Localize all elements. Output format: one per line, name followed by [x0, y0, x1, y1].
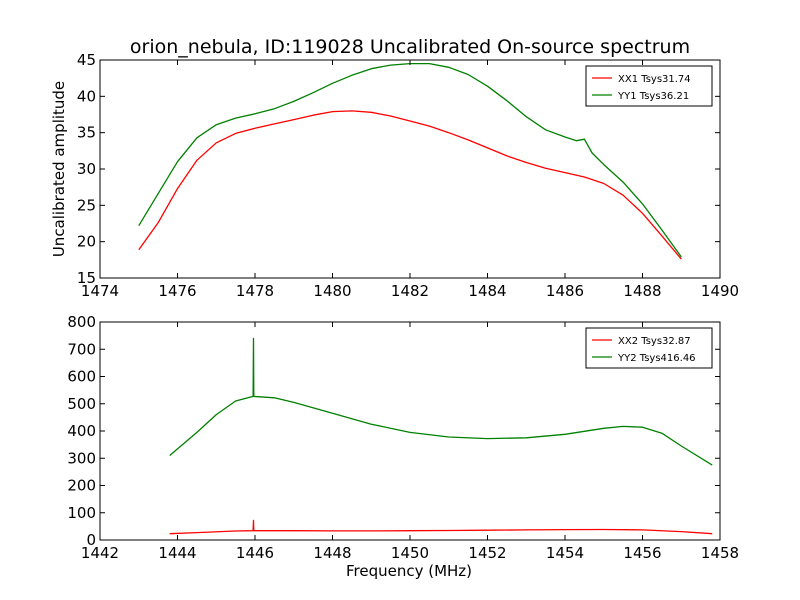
y-tick-label: 200	[67, 477, 96, 495]
legend-box	[585, 327, 713, 369]
x-tick-label: 1486	[546, 282, 584, 300]
legend: XX1 Tsys31.74 YY1 Tsys36.21	[585, 65, 713, 107]
x-tick-label: 1488	[623, 282, 661, 300]
x-tick-label: 1456	[623, 544, 661, 562]
x-tick-label: 1474	[81, 282, 119, 300]
y-tick-label: 700	[67, 340, 96, 358]
series-line-2	[169, 337, 713, 466]
y-tick-label: 45	[77, 51, 96, 69]
x-tick-label: 1490	[701, 282, 739, 300]
series-line-2	[138, 62, 682, 258]
y-tick-label: 800	[67, 313, 96, 331]
y-tick-label: 30	[77, 160, 96, 178]
legend-label-1: XX2 Tsys32.87	[618, 336, 691, 347]
y-tick-label: 25	[77, 196, 96, 214]
legend: XX2 Tsys32.87 YY2 Tsys416.46	[585, 327, 713, 369]
x-tick-label: 1458	[701, 544, 739, 562]
y-tick-label: 600	[67, 368, 96, 386]
legend-label-1: XX1 Tsys31.74	[618, 74, 691, 85]
y-tick-label: 0	[86, 531, 96, 549]
y-tick-label: 500	[67, 395, 96, 413]
y-tick-label: 35	[77, 124, 96, 142]
x-axis-label: Frequency (MHz)	[346, 562, 472, 580]
y-axis-label: Uncalibrated amplitude	[50, 81, 68, 257]
x-tick-label: 1482	[391, 282, 429, 300]
y-tick-label: 20	[77, 233, 96, 251]
x-tick-label: 1442	[81, 544, 119, 562]
figure-title: orion_nebula, ID:119028 Uncalibrated On-…	[130, 36, 690, 58]
x-tick-label: 1476	[158, 282, 196, 300]
x-tick-label: 1484	[468, 282, 506, 300]
y-tick-label: 100	[67, 504, 96, 522]
x-tick-label: 1444	[158, 544, 196, 562]
x-tick-label: 1478	[236, 282, 274, 300]
x-tick-label: 1454	[546, 544, 584, 562]
legend-label-2: YY1 Tsys36.21	[617, 91, 689, 102]
y-tick-label: 40	[77, 87, 96, 105]
bottom-spectrum-plot: 1442 1444 1446 1448 1450 1452 1454 1456 1458 0 100…	[67, 313, 739, 562]
y-tick-label: 300	[67, 449, 96, 467]
x-tick-label: 1446	[236, 544, 274, 562]
top-spectrum-plot: 1474 1476 1478 1480 1482 1484 1486 1488 1490 15 20…	[50, 51, 739, 300]
series-line-1	[138, 110, 682, 260]
x-tick-label: 1450	[391, 544, 429, 562]
x-tick-label: 1448	[313, 544, 351, 562]
legend-label-2: YY2 Tsys416.46	[617, 353, 696, 364]
y-tick-label: 15	[77, 269, 96, 287]
y-tick-label: 400	[67, 422, 96, 440]
x-tick-label: 1452	[468, 544, 506, 562]
x-tick-label: 1480	[313, 282, 351, 300]
legend-box	[585, 65, 713, 107]
series-line-1	[169, 519, 713, 535]
